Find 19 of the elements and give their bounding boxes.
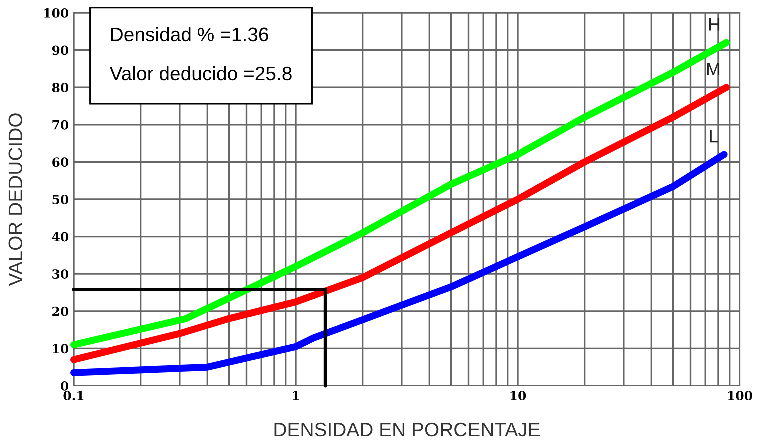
y-tick-label: 20 <box>52 306 69 316</box>
y-tick-label: 80 <box>52 83 69 93</box>
y-tick-label: 100 <box>44 8 69 18</box>
y-tick-label: 30 <box>52 270 69 280</box>
annotation: Valor deducido =25.8 <box>110 66 292 81</box>
annotation: Densidad % =1.36 <box>111 27 268 42</box>
x-tick-label: 10 <box>510 391 526 401</box>
y-tick-label: 70 <box>52 120 69 130</box>
x-axis-title: DENSIDAD EN PORCENTAJE <box>274 422 540 437</box>
y-tick-label: 90 <box>52 46 69 56</box>
y-axis-title: VALOR DEDUCIDO <box>8 114 23 286</box>
y-tick-label: 10 <box>53 344 69 354</box>
y-tick-label: 40 <box>52 232 69 242</box>
y-tick-label: 50 <box>52 194 69 204</box>
x-tick-label: 100 <box>728 391 752 401</box>
x-tick-label: 1 <box>293 391 300 400</box>
y-tick-label: 0 <box>61 381 69 391</box>
x-tick-label: 0.1 <box>64 391 84 401</box>
y-tick-label: 60 <box>52 158 69 168</box>
